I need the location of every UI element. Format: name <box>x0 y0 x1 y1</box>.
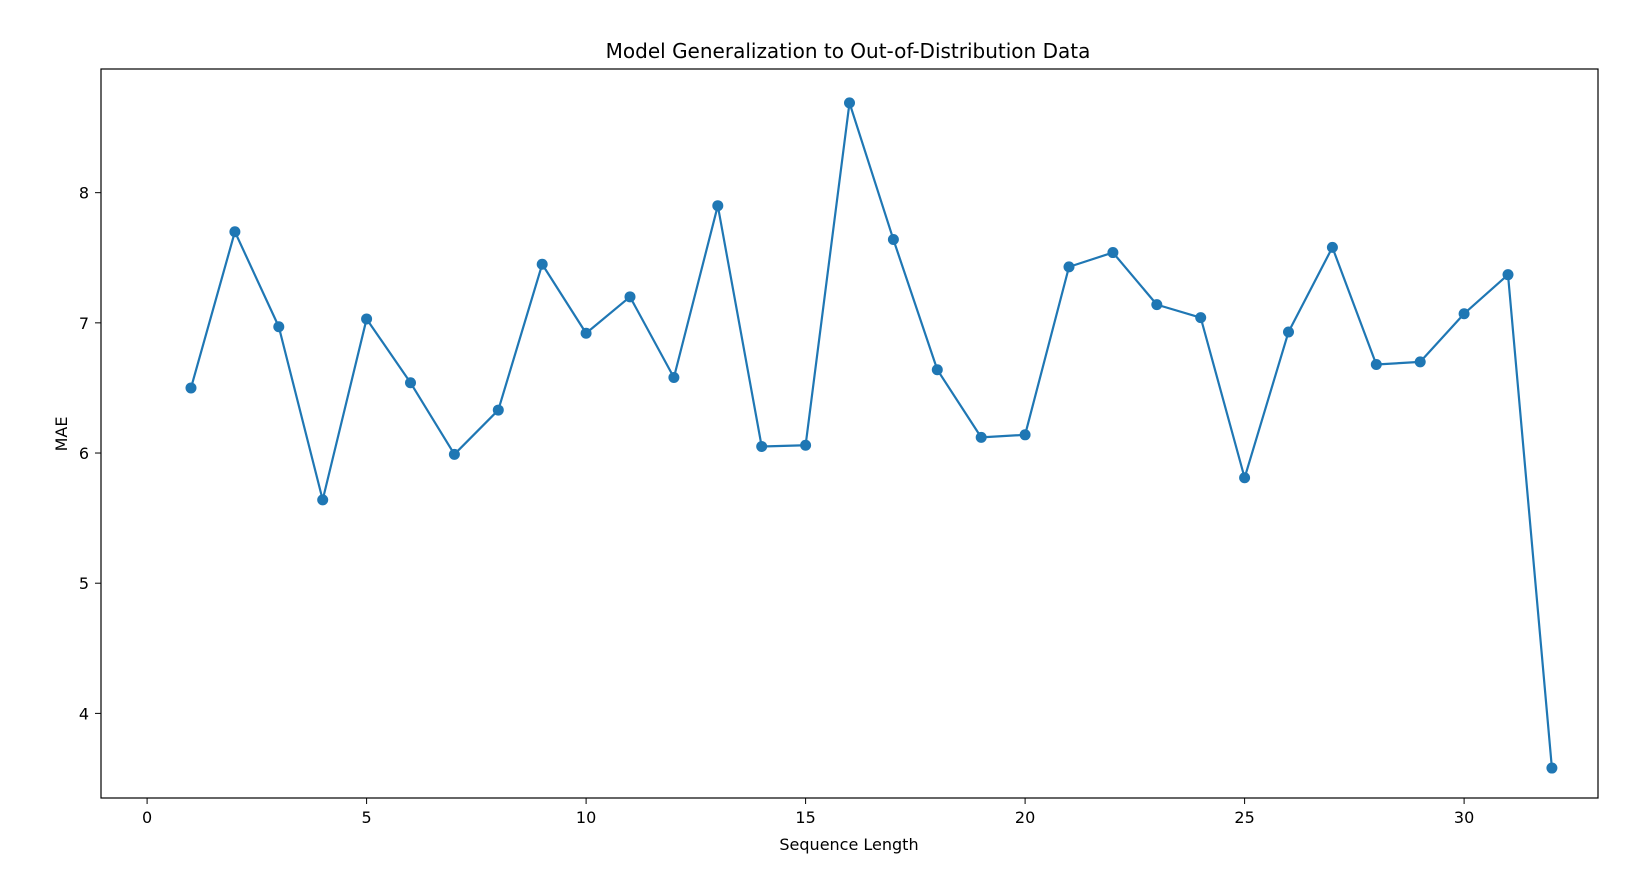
x-tick-label: 25 <box>1234 808 1254 827</box>
data-point <box>361 313 373 325</box>
data-point <box>887 234 899 246</box>
data-point <box>448 448 460 460</box>
series-line <box>189 101 1554 769</box>
x-tick-label: 0 <box>142 808 152 827</box>
data-point <box>1546 762 1558 774</box>
x-axis-label: Sequence Length <box>779 835 918 854</box>
data-point <box>1019 429 1031 441</box>
data-point <box>712 200 724 212</box>
x-tick-label: 5 <box>362 808 372 827</box>
data-point <box>1063 261 1075 273</box>
x-tick-label: 30 <box>1454 808 1474 827</box>
data-point <box>800 439 812 451</box>
data-point <box>1151 299 1163 311</box>
data-point <box>931 364 943 376</box>
data-point <box>1283 326 1295 338</box>
data-point <box>1502 269 1514 281</box>
data-point <box>844 97 855 109</box>
data-point <box>185 382 197 394</box>
data-point <box>1195 312 1207 324</box>
data-point <box>536 258 548 270</box>
data-point <box>1239 472 1251 484</box>
data-point <box>492 404 504 416</box>
y-tick-label: 4 <box>79 704 89 723</box>
y-tick-label: 5 <box>79 574 89 593</box>
data-point <box>624 291 636 303</box>
data-point <box>1458 308 1470 320</box>
y-tick-label: 7 <box>79 314 89 333</box>
data-point <box>229 226 241 238</box>
x-tick-label: 10 <box>576 808 596 827</box>
x-axis-ticks: 0 5 10 15 20 25 30 <box>142 798 1474 827</box>
x-tick-label: 15 <box>795 808 815 827</box>
data-point <box>1107 247 1119 259</box>
data-point <box>975 431 987 443</box>
data-point <box>317 494 329 506</box>
x-tick-label: 20 <box>1015 808 1035 827</box>
data-point <box>1370 359 1382 371</box>
data-point <box>756 441 768 453</box>
data-point <box>580 327 592 339</box>
plot-series <box>185 97 1558 774</box>
chart-title: Model Generalization to Out-of-Distribut… <box>606 39 1091 63</box>
plot-frame <box>100 68 1599 799</box>
y-axis-label: MAE <box>52 417 71 452</box>
data-point <box>1414 356 1426 368</box>
y-tick-label: 8 <box>79 184 89 203</box>
y-axis-ticks: 4 5 6 7 8 <box>79 184 101 723</box>
data-point <box>668 372 680 384</box>
data-point <box>273 321 285 333</box>
y-tick-label: 6 <box>79 444 89 463</box>
data-point <box>1326 241 1338 253</box>
data-point <box>404 377 416 389</box>
